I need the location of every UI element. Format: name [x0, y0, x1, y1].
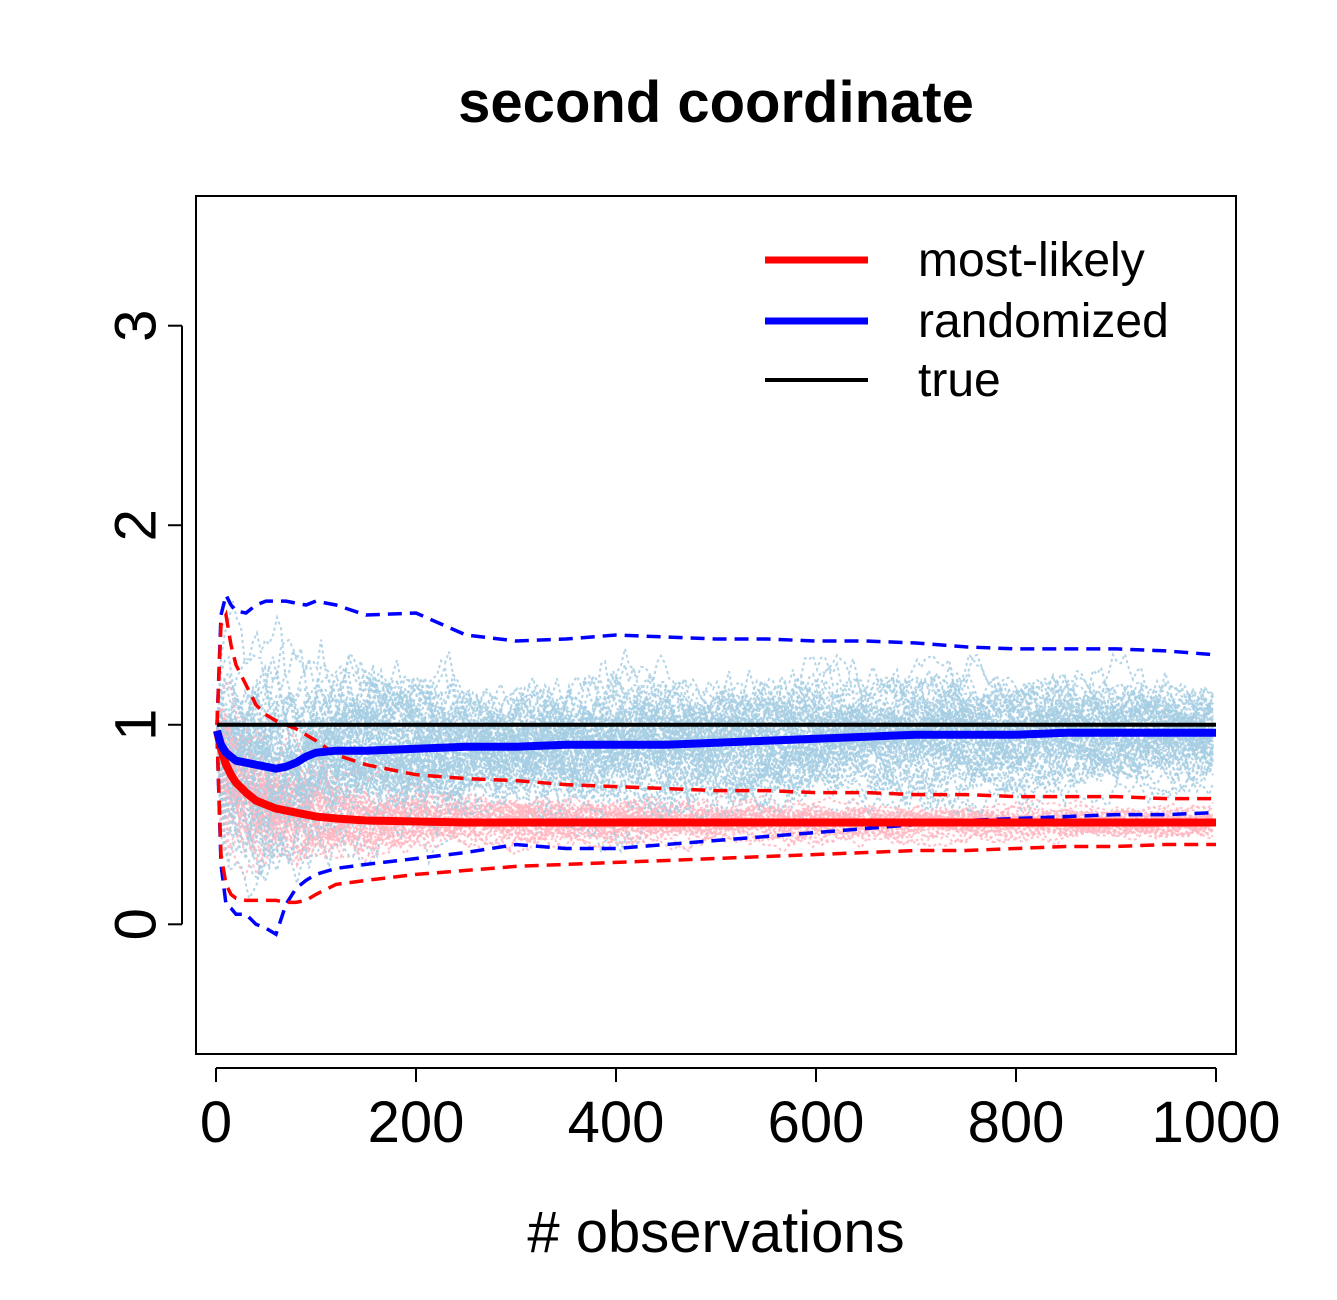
y-tick-label: 2	[103, 509, 168, 541]
most-likely-sample-path	[216, 732, 1214, 867]
legend-label: true	[918, 354, 1001, 407]
plot-frame	[195, 195, 1237, 1055]
x-tick-label: 0	[200, 1090, 232, 1155]
most-likely-sample-path	[216, 729, 1214, 845]
randomized-sample-path	[216, 659, 1214, 784]
randomized-sample-path	[216, 694, 1214, 788]
randomized-sample-path	[216, 692, 1214, 823]
randomized-sample-path	[216, 651, 1214, 775]
randomized-mean-line	[213, 728, 1216, 773]
randomized-sample-path	[216, 714, 1214, 868]
randomized-sample-path	[216, 601, 1214, 751]
most-likely-lower-band-line	[215, 734, 1216, 905]
most-likely-sample-path	[216, 732, 1214, 853]
randomized-upper-band-line	[215, 590, 1217, 725]
x-tick-label: 1000	[1151, 1090, 1280, 1155]
most-likely-sample-path	[216, 732, 1214, 870]
most-likely-mean-line	[213, 729, 1216, 827]
x-tick-label: 600	[768, 1090, 865, 1155]
randomized-sample-path	[216, 653, 1214, 763]
randomized-sample-path	[216, 613, 1214, 760]
y-tick-label: 0	[103, 908, 168, 940]
randomized-sample-path	[216, 715, 1214, 860]
most-likely-upper-band-line	[215, 609, 1216, 801]
y-tick-label: 1	[103, 709, 168, 741]
most-likely-sample-path	[216, 705, 1214, 832]
y-tick-label: 3	[103, 310, 168, 342]
randomized-sample-path	[216, 723, 1214, 823]
x-tick-label: 400	[568, 1090, 665, 1155]
randomized-sample-path	[216, 712, 1214, 830]
x-tick-label: 200	[368, 1090, 465, 1155]
randomized-sample-path	[216, 667, 1214, 776]
legend-label: randomized	[918, 295, 1169, 348]
most-likely-sample-path	[216, 677, 1214, 829]
randomized-sample-path	[216, 686, 1214, 789]
randomized-sample-path	[216, 731, 1214, 859]
mean-lines	[213, 722, 1216, 827]
randomized-sample-path	[216, 699, 1214, 808]
x-axis-label: # observations	[527, 1200, 904, 1265]
randomized-sample-path	[216, 674, 1214, 768]
most-likely-sample-path	[216, 729, 1214, 832]
y-axis: 0 1 2 3	[103, 310, 183, 940]
x-axis: 0 200 400 600 800 1000	[200, 1067, 1281, 1155]
x-tick-label: 800	[968, 1090, 1065, 1155]
most-likely-sample-path	[216, 733, 1214, 881]
most-likely-sample-path	[216, 732, 1214, 864]
randomized-sample-path	[216, 732, 1214, 859]
randomized-sample-path	[216, 662, 1214, 763]
most-likely-sample-path	[216, 717, 1214, 826]
chart-title: second coordinate	[458, 70, 974, 135]
most-likely-sample-path	[216, 731, 1214, 856]
legend-label: most-likely	[918, 234, 1145, 287]
randomized-sample-path	[216, 686, 1213, 789]
legend: most-likely randomized true	[765, 234, 1169, 407]
randomized-sample-path	[216, 678, 1214, 759]
